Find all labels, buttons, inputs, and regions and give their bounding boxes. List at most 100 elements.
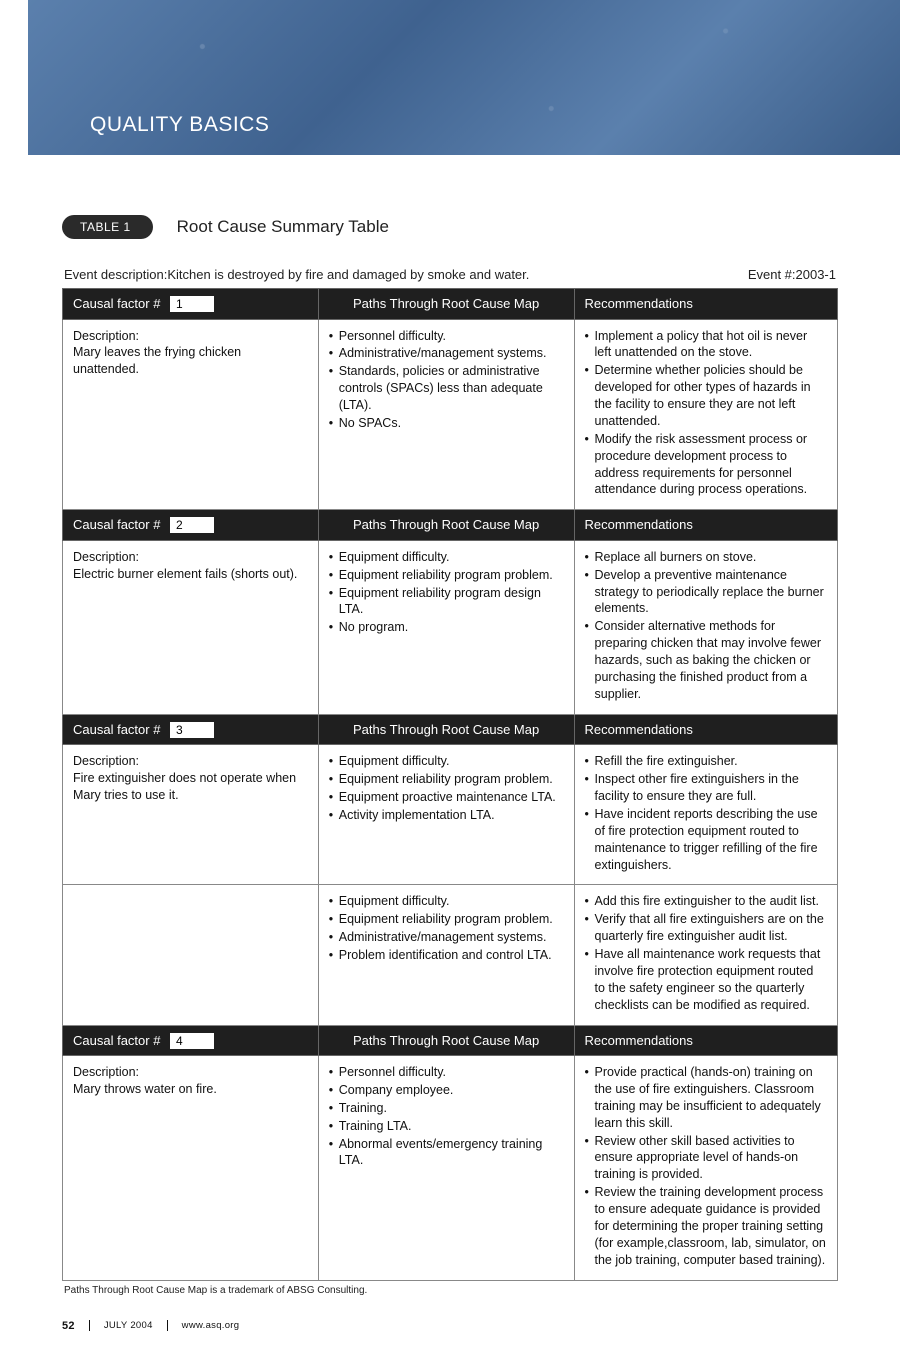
list-item: Equipment difficulty. xyxy=(329,549,564,566)
list-item: Replace all burners on stove. xyxy=(585,549,828,566)
factor-header-row: Causal factor # 3Paths Through Root Caus… xyxy=(63,714,838,745)
paths-header: Paths Through Root Cause Map xyxy=(318,289,574,320)
recs-cell: Replace all burners on stove.Develop a p… xyxy=(574,540,838,714)
list-item: Equipment reliability program problem. xyxy=(329,771,564,788)
recs-cell: Provide practical (hands-on) training on… xyxy=(574,1056,838,1281)
event-number: Event #:2003-1 xyxy=(748,267,836,282)
event-desc-text: Kitchen is destroyed by fire and damaged… xyxy=(167,267,529,282)
causal-factor-number: 3 xyxy=(170,722,214,738)
paths-cell: Equipment difficulty.Equipment reliabili… xyxy=(318,885,574,1025)
table-number-pill: TABLE 1 xyxy=(62,215,153,239)
paths-cell: Equipment difficulty.Equipment reliabili… xyxy=(318,540,574,714)
factor-header-row: Causal factor # 1Paths Through Root Caus… xyxy=(63,289,838,320)
list-item: Problem identification and control LTA. xyxy=(329,947,564,964)
causal-factor-number: 4 xyxy=(170,1033,214,1049)
header-banner: QUALITY BASICS xyxy=(0,0,900,155)
description-cell: Description:Mary throws water on fire. xyxy=(63,1056,319,1281)
list-item: Equipment reliability program problem. xyxy=(329,567,564,584)
list-item: No program. xyxy=(329,619,564,636)
list-item: Review other skill based activities to e… xyxy=(585,1133,828,1184)
paths-cell: Equipment difficulty.Equipment reliabili… xyxy=(318,745,574,885)
list-item: Training LTA. xyxy=(329,1118,564,1135)
list-item: Verify that all fire extinguishers are o… xyxy=(585,911,828,945)
event-desc-label: Event description: xyxy=(64,267,167,282)
list-item: Inspect other fire extinguishers in the … xyxy=(585,771,828,805)
recs-header: Recommendations xyxy=(574,510,838,541)
list-item: No SPACs. xyxy=(329,415,564,432)
list-item: Develop a preventive maintenance strateg… xyxy=(585,567,828,618)
description-cell xyxy=(63,885,319,1025)
list-item: Have incident reports describing the use… xyxy=(585,806,828,874)
recs-cell: Add this fire extinguisher to the audit … xyxy=(574,885,838,1025)
list-item: Personnel difficulty. xyxy=(329,328,564,345)
list-item: Training. xyxy=(329,1100,564,1117)
recs-header: Recommendations xyxy=(574,1025,838,1056)
list-item: Equipment proactive maintenance LTA. xyxy=(329,789,564,806)
causal-factor-header: Causal factor # 4 xyxy=(63,1025,319,1056)
recs-cell: Implement a policy that hot oil is never… xyxy=(574,319,838,510)
list-item: Equipment difficulty. xyxy=(329,893,564,910)
paths-cell: Personnel difficulty.Company employee.Tr… xyxy=(318,1056,574,1281)
event-num-value: 2003-1 xyxy=(796,267,836,282)
desc-label: Description: xyxy=(73,753,308,770)
causal-factor-header: Causal factor # 2 xyxy=(63,510,319,541)
list-item: Add this fire extinguisher to the audit … xyxy=(585,893,828,910)
footer-url: www.asq.org xyxy=(182,1320,240,1331)
root-cause-table: Causal factor # 1Paths Through Root Caus… xyxy=(62,288,838,1281)
paths-header: Paths Through Root Cause Map xyxy=(318,510,574,541)
factor-body-row: Description:Mary throws water on fire.Pe… xyxy=(63,1056,838,1281)
paths-header: Paths Through Root Cause Map xyxy=(318,714,574,745)
causal-factor-number: 1 xyxy=(170,296,214,312)
factor-body-row: Description:Fire extinguisher does not o… xyxy=(63,745,838,885)
list-item: Provide practical (hands-on) training on… xyxy=(585,1064,828,1132)
list-item: Company employee. xyxy=(329,1082,564,1099)
causal-factor-header: Causal factor # 1 xyxy=(63,289,319,320)
list-item: Personnel difficulty. xyxy=(329,1064,564,1081)
page-footer: 52 JULY 2004 www.asq.org xyxy=(0,1296,900,1356)
factor-body-row: Equipment difficulty.Equipment reliabili… xyxy=(63,885,838,1025)
list-item: Implement a policy that hot oil is never… xyxy=(585,328,828,362)
recs-header: Recommendations xyxy=(574,289,838,320)
factor-body-row: Description:Mary leaves the frying chick… xyxy=(63,319,838,510)
list-item: Refill the fire extinguisher. xyxy=(585,753,828,770)
desc-label: Description: xyxy=(73,328,308,345)
list-item: Administrative/management systems. xyxy=(329,929,564,946)
list-item: Abnormal events/emergency training LTA. xyxy=(329,1136,564,1170)
footer-date: JULY 2004 xyxy=(104,1320,153,1331)
table-label-row: TABLE 1 Root Cause Summary Table xyxy=(62,215,838,239)
list-item: Equipment reliability program problem. xyxy=(329,911,564,928)
list-item: Have all maintenance work requests that … xyxy=(585,946,828,1014)
factor-body-row: Description:Electric burner element fail… xyxy=(63,540,838,714)
list-item: Activity implementation LTA. xyxy=(329,807,564,824)
paths-cell: Personnel difficulty.Administrative/mana… xyxy=(318,319,574,510)
description-cell: Description:Mary leaves the frying chick… xyxy=(63,319,319,510)
paths-header: Paths Through Root Cause Map xyxy=(318,1025,574,1056)
list-item: Standards, policies or administrative co… xyxy=(329,363,564,414)
event-num-label: Event #: xyxy=(748,267,796,282)
causal-factor-number: 2 xyxy=(170,517,214,533)
event-description: Event description:Kitchen is destroyed b… xyxy=(64,267,529,282)
desc-label: Description: xyxy=(73,1064,308,1081)
list-item: Determine whether policies should be dev… xyxy=(585,362,828,430)
footnote: Paths Through Root Cause Map is a tradem… xyxy=(62,1285,838,1296)
list-item: Equipment reliability program design LTA… xyxy=(329,585,564,619)
recs-cell: Refill the fire extinguisher.Inspect oth… xyxy=(574,745,838,885)
event-row: Event description:Kitchen is destroyed b… xyxy=(62,267,838,282)
list-item: Review the training development process … xyxy=(585,1184,828,1268)
list-item: Modify the risk assessment process or pr… xyxy=(585,431,828,499)
footer-sep-icon xyxy=(167,1320,168,1331)
factor-header-row: Causal factor # 2Paths Through Root Caus… xyxy=(63,510,838,541)
footer-sep-icon xyxy=(89,1320,90,1331)
causal-factor-header: Causal factor # 3 xyxy=(63,714,319,745)
description-cell: Description:Electric burner element fail… xyxy=(63,540,319,714)
page-number: 52 xyxy=(62,1320,75,1332)
recs-header: Recommendations xyxy=(574,714,838,745)
table-title: Root Cause Summary Table xyxy=(177,217,389,237)
description-cell: Description:Fire extinguisher does not o… xyxy=(63,745,319,885)
list-item: Equipment difficulty. xyxy=(329,753,564,770)
list-item: Administrative/management systems. xyxy=(329,345,564,362)
list-item: Consider alternative methods for prepari… xyxy=(585,618,828,702)
desc-label: Description: xyxy=(73,549,308,566)
factor-header-row: Causal factor # 4Paths Through Root Caus… xyxy=(63,1025,838,1056)
banner-title: QUALITY BASICS xyxy=(90,113,269,137)
